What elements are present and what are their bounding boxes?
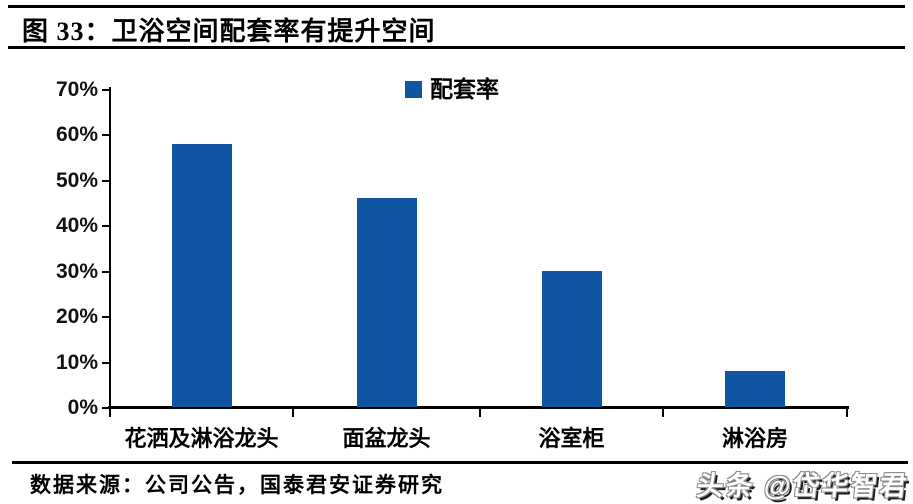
y-axis-tick [102,89,110,91]
x-axis-tick [479,409,481,417]
legend-label: 配套率 [430,77,499,102]
y-tick-label: 0% [67,396,98,419]
y-tick-label: 30% [55,259,98,283]
y-axis-tick [102,270,110,273]
y-tick-label: 20% [55,305,98,329]
footer-rule [12,461,908,464]
x-category-label: 面盆龙头 [342,426,431,451]
figure-title: 图 33：卫浴空间配套率有提升空间 [22,17,436,46]
data-source-note: 数据来源：公司公告，国泰君安证券研究 [30,473,444,497]
x-category-label: 浴室柜 [538,426,605,451]
x-axis-tick [846,409,848,417]
y-axis-tick [102,316,110,319]
x-category-label: 花洒及淋浴龙头 [124,426,279,451]
bar [171,143,232,407]
y-axis-line [109,87,111,408]
y-tick-label: 10% [55,350,98,374]
x-axis-line [108,406,849,409]
y-axis-tick [102,134,110,137]
bar [725,370,785,407]
watermark-text: 头条 @岱华智君 [695,471,911,501]
y-axis-tick [102,407,110,409]
header-top-rule [8,5,905,8]
chart-legend: 配套率 [405,78,499,101]
y-tick-label: 70% [55,78,98,101]
bar [541,270,602,407]
y-tick-label: 50% [55,168,98,192]
y-tick-label: 40% [55,214,98,238]
y-axis-tick [102,225,110,228]
bar [356,198,417,407]
x-axis-tick [292,409,294,417]
y-axis-tick [102,179,110,182]
legend-swatch [405,81,422,98]
y-tick-label: 60% [55,123,98,147]
x-category-label: 淋浴房 [721,426,788,451]
y-axis-tick [102,361,110,364]
header-bottom-rule [8,46,905,49]
x-axis-tick [109,409,111,417]
x-axis-tick [662,409,664,417]
